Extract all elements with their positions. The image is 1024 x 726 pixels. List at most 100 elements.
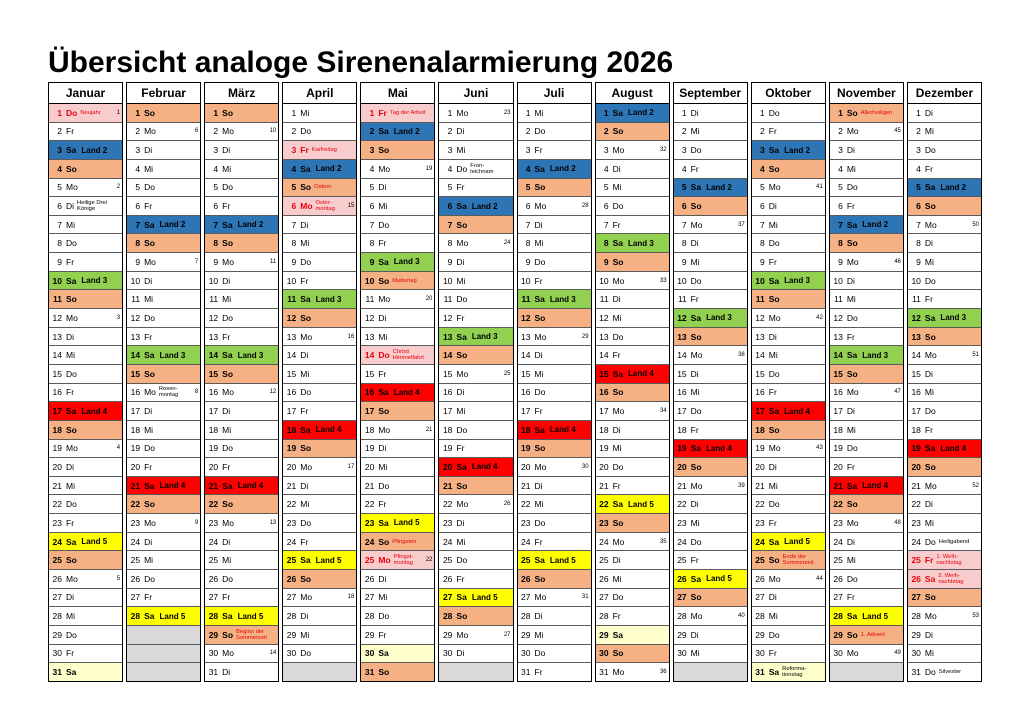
day-cell: 24 Di <box>205 531 279 551</box>
day-number: 6 <box>447 201 453 212</box>
week-number: 20 <box>425 296 433 303</box>
weekday-label: Do <box>534 648 546 659</box>
day-cell: 4 Mi <box>127 158 201 178</box>
day-number: 2 <box>525 126 531 137</box>
day-cell: 27 Mi <box>361 587 435 607</box>
day-cell: 23 Do <box>283 513 357 532</box>
day-cell: 15 Mi <box>517 363 591 383</box>
day-number: 24 <box>52 536 62 547</box>
day-cell: 3 Do <box>673 140 747 159</box>
day-cell: 24 Di <box>127 531 201 551</box>
weekday-label: Di <box>846 275 855 286</box>
day-cell: 7 Di <box>517 214 591 234</box>
weekday-label: So <box>768 424 780 435</box>
day-number: 18 <box>755 424 765 435</box>
weekday-label: So <box>612 387 624 398</box>
day-number: 28 <box>442 611 453 622</box>
day-cell: 19 Do <box>829 438 903 458</box>
weekday-label: Mo <box>144 126 156 137</box>
day-number: 31 <box>364 667 375 678</box>
day-number: 7 <box>603 219 609 230</box>
day-number: 28 <box>677 611 687 622</box>
day-number: 16 <box>755 387 765 398</box>
day-cell: 7 So <box>439 214 513 234</box>
week-number: 7 <box>194 258 199 265</box>
weekday-label: Do <box>144 312 155 323</box>
weekday-label: Mo <box>456 107 469 118</box>
day-number: 20 <box>599 461 609 472</box>
empty-cell <box>283 662 357 681</box>
day-cell: 17 Do <box>673 401 747 420</box>
weekday-label: Fr <box>300 536 309 547</box>
day-number: 10 <box>286 275 297 286</box>
day-cell: 17 Fr <box>517 401 591 420</box>
day-number: 14 <box>130 350 141 361</box>
day-number: 29 <box>286 629 297 640</box>
day-number: 2 <box>57 126 62 137</box>
weekday-label: Fr <box>768 648 777 659</box>
day-cell: 21 Mi <box>49 475 123 495</box>
land-label: Land 4 <box>784 406 810 416</box>
weekday-label: Sa <box>612 499 623 510</box>
day-number: 17 <box>677 406 687 417</box>
weekday-label: So <box>222 368 234 379</box>
day-number: 3 <box>447 145 453 156</box>
week-number: 45 <box>894 128 901 135</box>
day-number: 2 <box>681 126 687 137</box>
month-column-januar: Januar 1 Do Neujahr 1 2 Fr 3 Sa Land 2 4 So 5 Mo 2 6 Di H… <box>48 82 124 682</box>
weekday-label: So <box>846 629 858 640</box>
land-label: Land 5 <box>627 499 654 509</box>
day-cell: 18 Di <box>595 419 669 439</box>
day-number: 14 <box>599 350 609 361</box>
weekday-label: Sa <box>456 201 467 212</box>
day-number: 23 <box>52 517 62 528</box>
day-cell: 24 Fr <box>517 531 591 551</box>
day-cell: 30 Mi <box>673 643 747 663</box>
day-number: 5 <box>916 182 921 193</box>
weekday-label: Mi <box>144 424 154 435</box>
day-cell: 9 Do <box>517 252 591 271</box>
day-number: 2 <box>447 126 453 137</box>
day-number: 19 <box>286 443 297 454</box>
weekday-label: Do <box>690 145 702 156</box>
land-label: Land 3 <box>315 294 342 304</box>
day-number: 30 <box>521 648 531 659</box>
day-cell: 14 So <box>439 345 513 364</box>
day-number: 10 <box>208 275 219 286</box>
weekday-label: Do <box>300 387 312 398</box>
weekday-label: Sa <box>66 536 77 547</box>
weekday-label: Do <box>144 443 155 454</box>
day-number: 15 <box>442 368 453 379</box>
day-cell: 24 Mi <box>439 531 513 551</box>
day-cell: 5 Mo 2 <box>49 177 123 197</box>
weekday-label: Fr <box>144 461 153 472</box>
day-number: 14 <box>442 350 453 361</box>
week-number: 53 <box>972 613 979 620</box>
day-cell: 16 Mi <box>907 382 981 402</box>
week-number: 18 <box>347 594 355 601</box>
weekday-label: So <box>612 126 624 137</box>
day-cell: 23 Do <box>517 513 591 532</box>
weekday-label: Mo <box>846 648 859 659</box>
weekday-label: Do <box>456 555 468 566</box>
day-cell: 3 Mo 32 <box>595 140 669 159</box>
day-cell: 22 Di <box>907 494 981 514</box>
weekday-label: So <box>144 107 155 118</box>
day-number: 3 <box>838 145 843 156</box>
day-number: 29 <box>208 629 219 640</box>
weekday-label: Mi <box>222 555 232 566</box>
day-number: 17 <box>599 406 609 417</box>
day-cell: 20 Mo 17 <box>283 457 357 476</box>
weekday-label: Mi <box>222 424 232 435</box>
week-number: 40 <box>738 613 745 620</box>
day-cell: 18 So <box>49 419 123 439</box>
weekday-label: Sa <box>846 480 858 491</box>
day-number: 14 <box>286 350 297 361</box>
day-number: 7 <box>57 219 62 230</box>
day-cell: 31 Do Silvester <box>907 662 981 681</box>
day-cell: 23 Mo 9 <box>127 513 201 532</box>
weekday-label: Fr <box>924 163 933 174</box>
day-number: 27 <box>833 592 843 603</box>
weekday-label: Mi <box>846 424 856 435</box>
land-label: Land 2 <box>237 220 264 230</box>
